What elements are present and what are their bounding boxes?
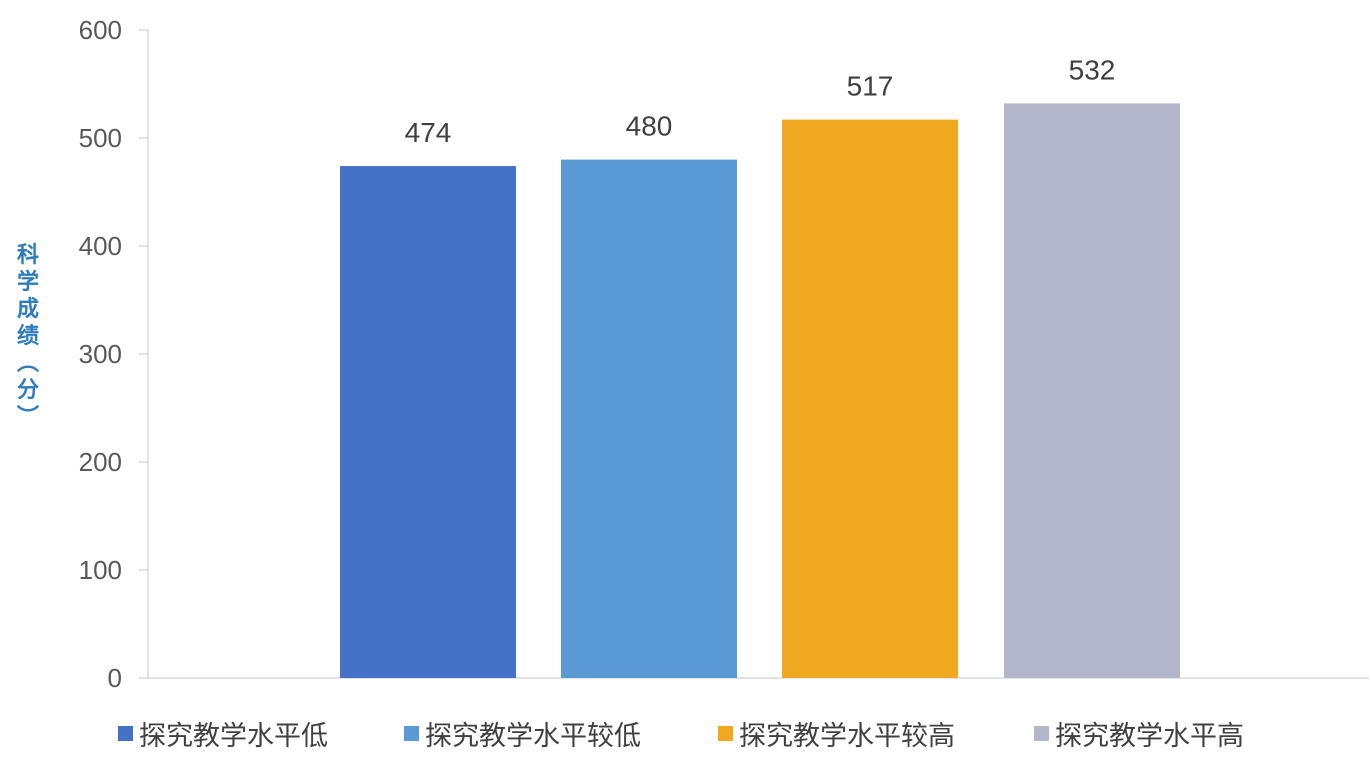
bar [782,119,958,678]
y-axis-label-char: ︵ [17,351,39,376]
bar-data-label: 517 [847,71,894,102]
y-axis-label-char: 学 [17,269,39,295]
y-tick-label: 500 [79,123,122,153]
y-tick-label: 200 [79,447,122,477]
legend-swatch [118,726,133,741]
y-tick-label: 400 [79,231,122,261]
legend-label: 探究教学水平低 [139,721,328,752]
y-axis-label: 科学成绩︵分︶ [17,243,39,430]
y-axis-label-char: 科 [17,243,39,268]
bar-data-label: 480 [626,111,673,142]
bar [1004,103,1180,678]
y-axis-label-char: 成 [17,297,39,322]
data-labels: 474 480 517 532 [405,54,1116,148]
y-tick-label: 600 [79,15,122,45]
bar [561,159,737,679]
legend-label: 探究教学水平较低 [425,721,641,752]
y-tick-label: 0 [108,663,122,693]
bar-data-label: 474 [405,117,452,148]
legend-label: 探究教学水平高 [1055,721,1244,752]
y-axis-label-text: 科学成绩︵分︶ [17,243,39,430]
legend-label: 探究教学水平较高 [739,721,955,752]
legend-swatch [1034,726,1049,741]
bar [340,166,516,678]
legend-swatch [718,726,733,741]
y-axis-label-char: 绩 [17,323,39,349]
y-tick-label: 300 [79,339,122,369]
y-tick-label: 100 [79,555,122,585]
legend: 探究教学水平低 探究教学水平较低 探究教学水平较高 探究教学水平高 [118,721,1244,752]
legend-swatch [404,726,419,741]
bars [340,103,1180,679]
y-axis-ticks: 0 100 200 300 400 500 600 [79,15,148,693]
y-axis-label-char: 分 [17,378,39,403]
bar-data-label: 532 [1069,54,1116,85]
y-axis-label-char: ︶ [17,404,39,430]
